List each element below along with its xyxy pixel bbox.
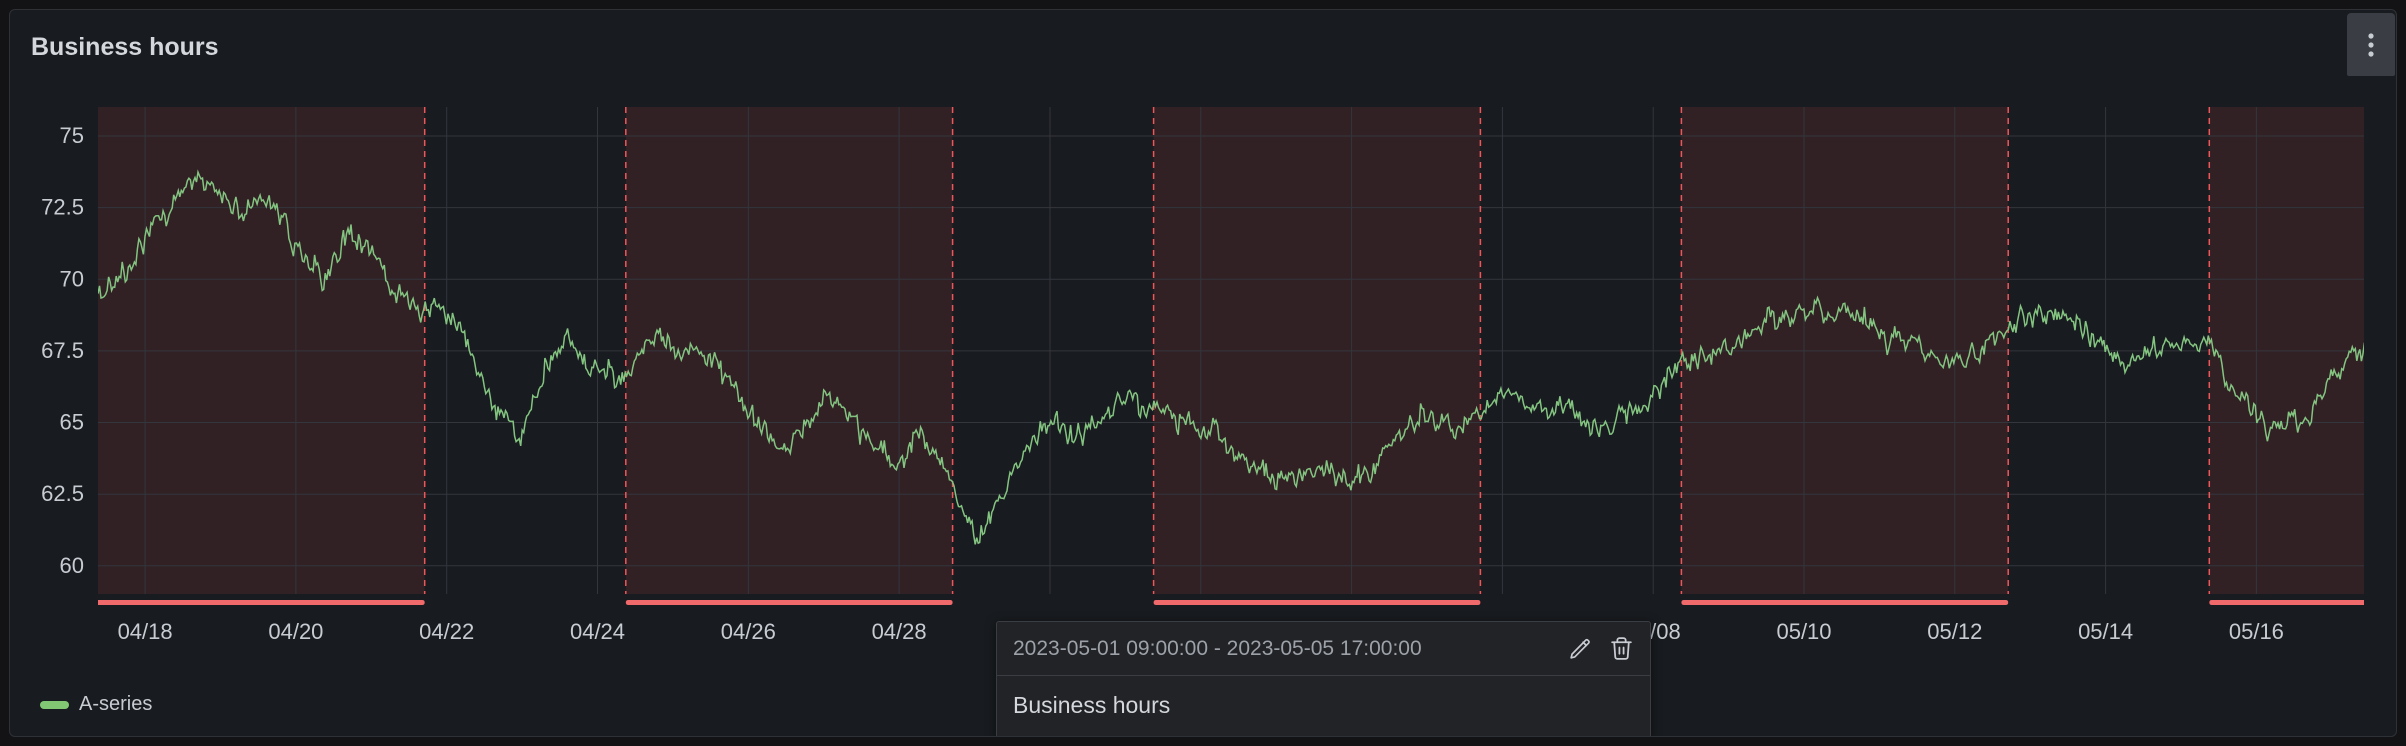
svg-text:04/20: 04/20 [268, 619, 323, 644]
svg-text:62.5: 62.5 [41, 481, 84, 506]
svg-text:04/26: 04/26 [721, 619, 776, 644]
svg-text:04/18: 04/18 [118, 619, 173, 644]
svg-text:65: 65 [60, 410, 84, 435]
svg-text:04/24: 04/24 [570, 619, 625, 644]
svg-text:05/12: 05/12 [1927, 619, 1982, 644]
svg-text:75: 75 [60, 123, 84, 148]
svg-text:04/22: 04/22 [419, 619, 474, 644]
svg-text:04/28: 04/28 [872, 619, 927, 644]
svg-text:05/10: 05/10 [1776, 619, 1831, 644]
svg-text:05/14: 05/14 [2078, 619, 2133, 644]
svg-text:72.5: 72.5 [41, 195, 84, 220]
svg-text:70: 70 [60, 266, 84, 291]
svg-text:67.5: 67.5 [41, 338, 84, 363]
svg-text:60: 60 [60, 553, 84, 578]
svg-text:05/16: 05/16 [2229, 619, 2284, 644]
